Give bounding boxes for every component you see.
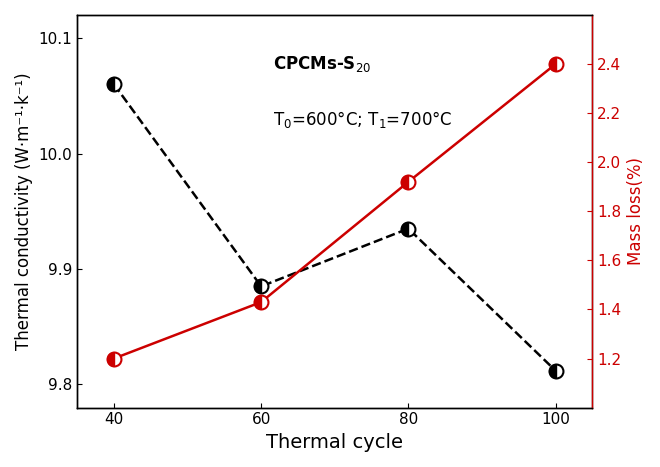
Y-axis label: Mass loss(%): Mass loss(%)	[627, 157, 645, 265]
Text: T$_0$=600°C; T$_1$=700°C: T$_0$=600°C; T$_1$=700°C	[273, 109, 453, 130]
Text: CPCMs-S$_{20}$: CPCMs-S$_{20}$	[273, 54, 371, 74]
Y-axis label: Thermal conductivity (W·m⁻¹·k⁻¹): Thermal conductivity (W·m⁻¹·k⁻¹)	[15, 72, 33, 350]
X-axis label: Thermal cycle: Thermal cycle	[266, 433, 403, 452]
